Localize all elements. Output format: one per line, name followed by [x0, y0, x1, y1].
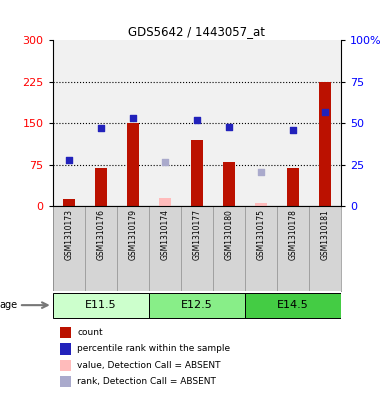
Bar: [159, 198, 171, 206]
Point: [194, 117, 200, 123]
Text: age: age: [0, 300, 18, 310]
Text: E11.5: E11.5: [85, 300, 117, 310]
Text: E14.5: E14.5: [277, 300, 309, 310]
Text: GSM1310177: GSM1310177: [192, 209, 202, 260]
Text: GSM1310175: GSM1310175: [257, 209, 266, 260]
Bar: [213, 206, 245, 290]
Bar: [60, 360, 71, 371]
Bar: [53, 40, 85, 206]
Text: GSM1310179: GSM1310179: [128, 209, 137, 260]
Text: GSM1310178: GSM1310178: [289, 209, 298, 260]
Point: [162, 158, 168, 165]
Text: percentile rank within the sample: percentile rank within the sample: [77, 345, 230, 353]
Point: [130, 115, 136, 121]
Text: value, Detection Call = ABSENT: value, Detection Call = ABSENT: [77, 361, 221, 370]
Bar: [60, 376, 71, 387]
Title: GDS5642 / 1443057_at: GDS5642 / 1443057_at: [128, 25, 266, 38]
Text: GSM1310174: GSM1310174: [160, 209, 169, 260]
Bar: [149, 292, 245, 318]
Text: GSM1310181: GSM1310181: [321, 209, 330, 260]
Bar: [277, 206, 309, 290]
Bar: [85, 206, 117, 290]
Point: [258, 168, 264, 174]
Bar: [309, 40, 341, 206]
Bar: [60, 343, 71, 355]
Text: rank, Detection Call = ABSENT: rank, Detection Call = ABSENT: [77, 377, 216, 386]
Bar: [277, 40, 309, 206]
Bar: [117, 40, 149, 206]
Point: [66, 157, 72, 163]
Bar: [95, 168, 107, 206]
Bar: [53, 206, 85, 290]
Bar: [62, 199, 75, 206]
Bar: [149, 40, 181, 206]
Bar: [245, 40, 277, 206]
Bar: [255, 202, 267, 206]
Bar: [223, 162, 235, 206]
Point: [98, 125, 104, 131]
Bar: [287, 168, 299, 206]
Bar: [149, 206, 181, 290]
Bar: [309, 206, 341, 290]
Bar: [191, 140, 203, 206]
Bar: [245, 206, 277, 290]
Bar: [53, 292, 149, 318]
Point: [290, 127, 296, 133]
Bar: [245, 292, 341, 318]
Bar: [127, 123, 139, 206]
Bar: [319, 82, 332, 206]
Point: [322, 108, 328, 115]
Text: GSM1310180: GSM1310180: [225, 209, 234, 260]
Point: [226, 123, 232, 130]
Text: GSM1310173: GSM1310173: [64, 209, 73, 260]
Bar: [60, 327, 71, 338]
Bar: [85, 40, 117, 206]
Bar: [181, 206, 213, 290]
Bar: [181, 40, 213, 206]
Text: E12.5: E12.5: [181, 300, 213, 310]
Text: GSM1310176: GSM1310176: [96, 209, 105, 260]
Text: count: count: [77, 328, 103, 337]
Bar: [213, 40, 245, 206]
Bar: [117, 206, 149, 290]
